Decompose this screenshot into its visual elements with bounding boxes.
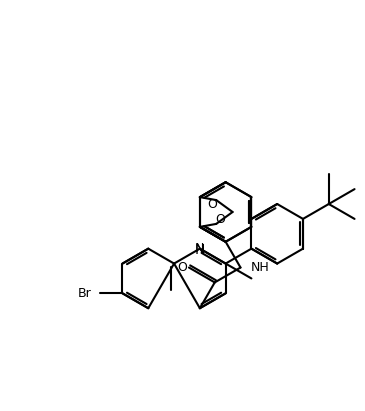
Text: O: O	[207, 198, 217, 210]
Text: O: O	[215, 213, 225, 226]
Text: N: N	[195, 242, 204, 255]
Text: O: O	[177, 261, 187, 274]
Text: Br: Br	[78, 287, 92, 300]
Text: NH: NH	[250, 261, 269, 274]
Text: N: N	[195, 242, 205, 256]
